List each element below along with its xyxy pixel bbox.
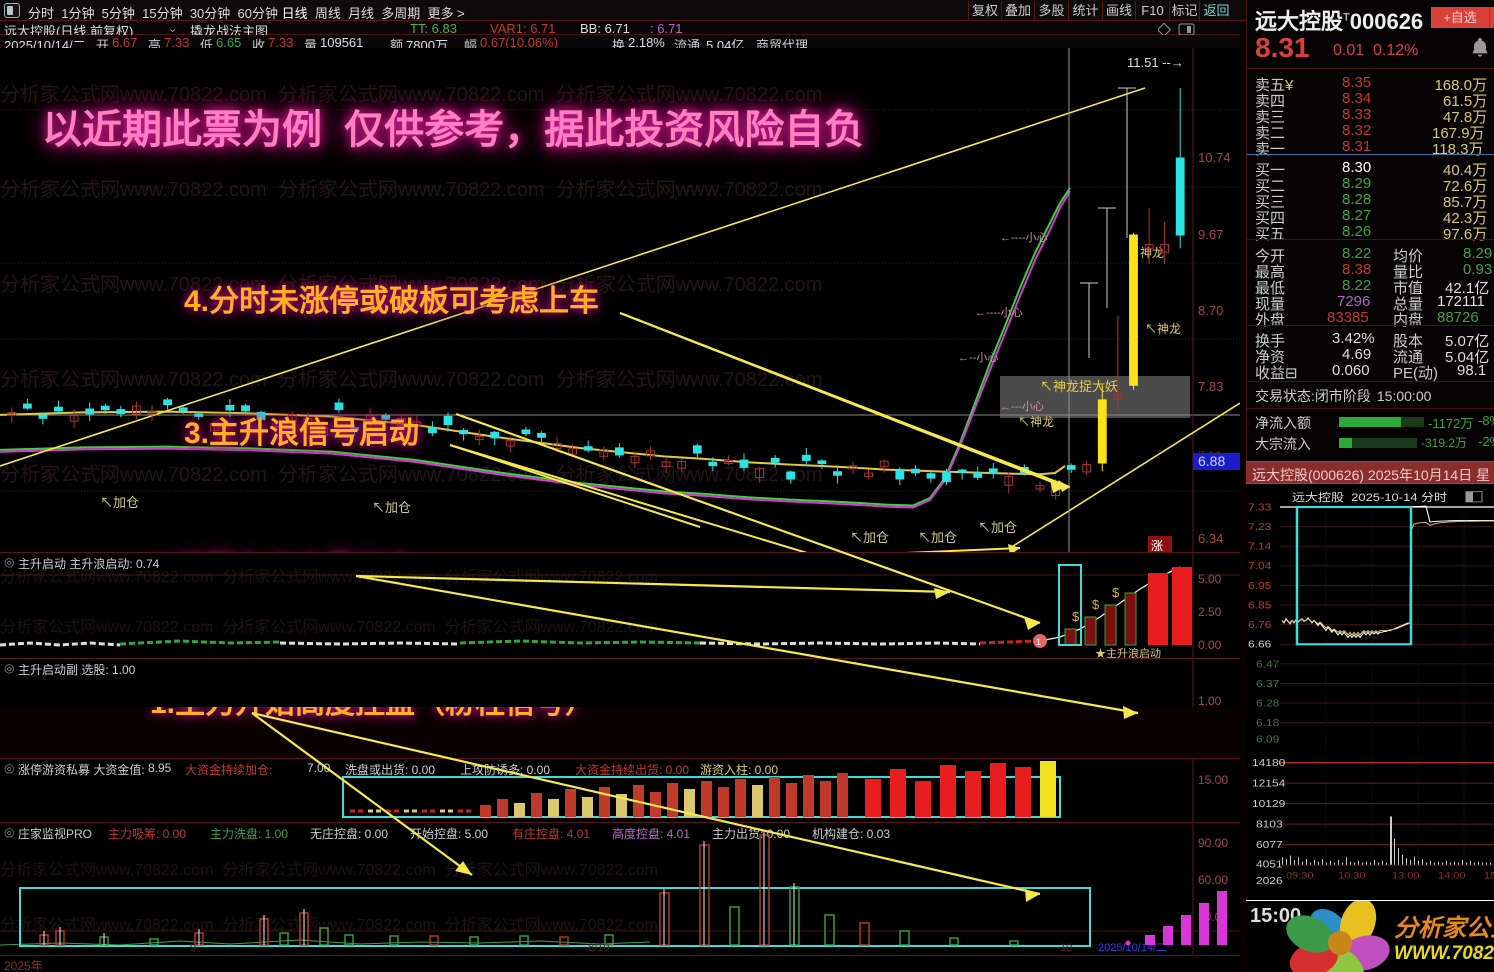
svg-text:远大控股 2025-10-14: 远大控股 2025-10-14 [1292,491,1418,504]
svg-text:7.23: 7.23 [1248,522,1271,533]
svg-text:12154: 12154 [1252,778,1285,789]
svg-text:8/10: 8/10 [588,942,609,954]
svg-text:6.47: 6.47 [1256,659,1279,670]
svg-text:7.04: 7.04 [1248,561,1271,572]
svg-text:09:30: 09:30 [1286,871,1314,881]
svg-text:10: 10 [1060,942,1072,954]
svg-text:↖神龙捉大妖: ↖神龙捉大妖 [1040,379,1118,394]
svg-text:1.00: 1.00 [1198,694,1222,707]
svg-text:5.00: 5.00 [1198,572,1222,586]
svg-text:6.66: 6.66 [1248,639,1271,650]
svg-text:2025/10/14/二: 2025/10/14/二 [1098,942,1167,954]
svg-text:2026: 2026 [1256,876,1283,887]
svg-text:6.85: 6.85 [1248,600,1271,611]
svg-text:2.50: 2.50 [1198,605,1222,619]
svg-text:6077: 6077 [1256,840,1283,851]
svg-text:9.67: 9.67 [1198,227,1223,242]
svg-text:7.83: 7.83 [1198,379,1223,394]
svg-text:0.00: 0.00 [1198,638,1222,652]
svg-text:14:00: 14:00 [1438,871,1466,881]
svg-text:$: $ [1072,609,1080,624]
svg-text:10.74: 10.74 [1198,150,1231,165]
svg-text:★主升浪启动: ★主升浪启动 [1095,646,1161,658]
svg-text:1: 1 [1036,637,1041,647]
svg-text:6.88: 6.88 [1198,453,1225,469]
svg-text:4051: 4051 [1256,859,1283,870]
svg-text:6.09: 6.09 [1256,734,1279,745]
svg-text:6.28: 6.28 [1256,698,1279,709]
svg-text:6.37: 6.37 [1256,679,1279,690]
svg-text:↖神龙: ↖神龙 [1145,322,1181,336]
svg-text:8103: 8103 [1256,819,1283,830]
svg-text:$: $ [1112,585,1120,600]
svg-text:14180: 14180 [1252,758,1285,769]
svg-text:15:00: 15:00 [1484,871,1494,881]
svg-text:8.70: 8.70 [1198,303,1223,318]
svg-text:←---小心: ←---小心 [1000,400,1044,413]
svg-text:13:00: 13:00 [1392,871,1420,881]
svg-text:11.51 --→: 11.51 --→ [1127,55,1184,70]
svg-text:10:30: 10:30 [1338,871,1366,881]
svg-text:←----小心: ←----小心 [975,306,1023,319]
svg-text:涨: 涨 [1151,538,1163,552]
svg-text:←----小心: ←----小心 [1000,231,1048,244]
svg-text:WWW.70822.COM: WWW.70822.COM [1394,943,1494,964]
svg-text:↖神龙: ↖神龙 [1018,415,1054,429]
svg-text:$: $ [1092,597,1100,612]
svg-text:6.18: 6.18 [1256,718,1279,729]
svg-text:分析家公式网: 分析家公式网 [1394,915,1494,942]
svg-text:←--小心: ←--小心 [958,351,998,364]
svg-text:6.34: 6.34 [1198,531,1223,546]
svg-text:9: 9 [190,942,196,954]
svg-text:10129: 10129 [1252,799,1285,810]
svg-text:7.33: 7.33 [1248,502,1271,513]
svg-text:90.00: 90.00 [1198,836,1228,850]
svg-text:15.00: 15.00 [1198,773,1228,787]
svg-text:6.76: 6.76 [1248,620,1271,631]
svg-text:7.14: 7.14 [1248,541,1271,552]
svg-text:60.00: 60.00 [1198,873,1228,887]
svg-text:6.95: 6.95 [1248,581,1271,592]
svg-text:分时: 分时 [1421,491,1447,504]
